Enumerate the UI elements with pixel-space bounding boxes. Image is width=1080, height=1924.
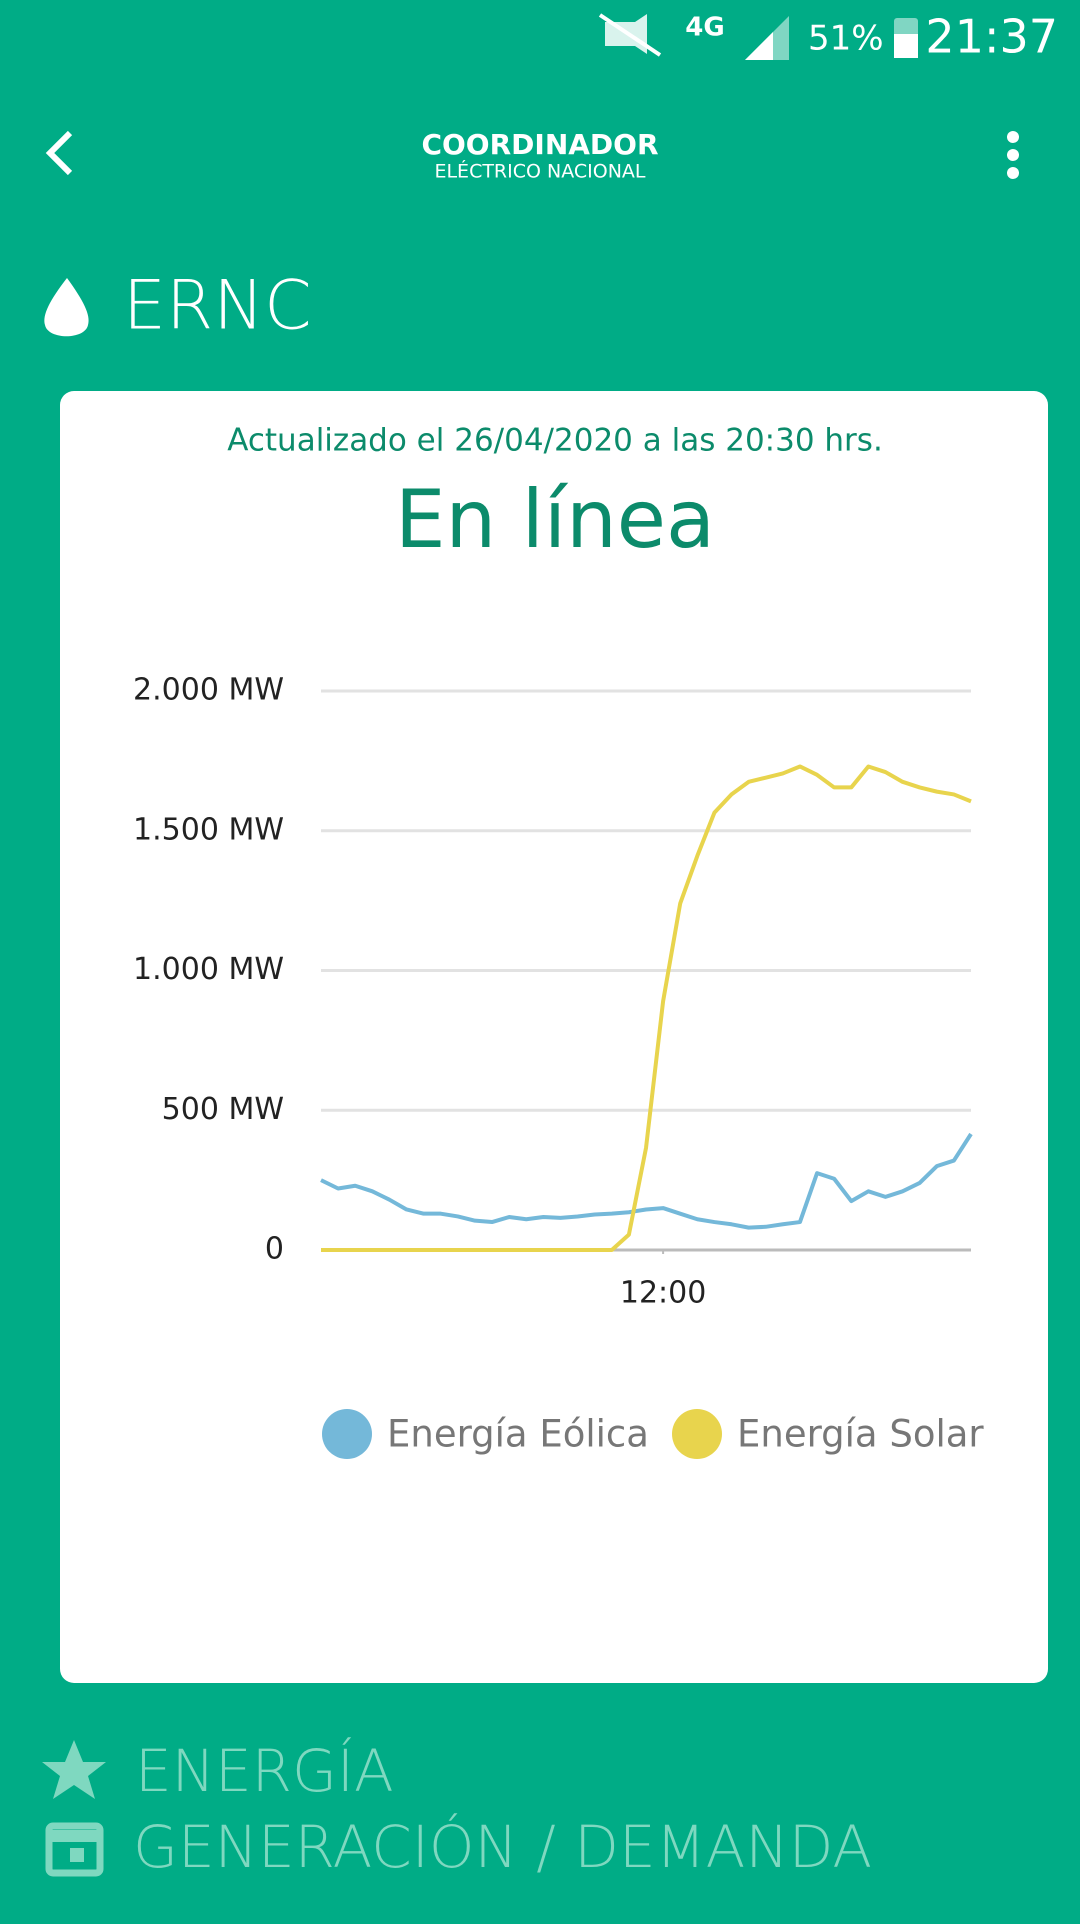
y-tick-label: 500 MW (162, 1092, 284, 1127)
card-title: En línea (395, 473, 715, 566)
legend-label: Energía Eólica (387, 1413, 649, 1456)
app-subtitle: ELÉCTRICO NACIONAL (434, 160, 645, 183)
section-title: ERNC (123, 267, 312, 346)
menu-item[interactable]: ENERGÍA (135, 1736, 394, 1805)
legend-label: Energía Solar (737, 1413, 984, 1456)
updated-text: Actualizado el 26/04/2020 a las 20:30 hr… (227, 423, 883, 459)
y-tick-label: 0 (265, 1232, 284, 1267)
y-tick-label: 1.000 MW (133, 952, 284, 987)
x-tick-label: 12:00 (620, 1276, 706, 1311)
star-icon (42, 1740, 106, 1799)
calendar-icon (45, 1822, 104, 1877)
data-line (320, 1132, 973, 1230)
app-title: COORDINADOR (421, 128, 658, 161)
status-icons (598, 13, 918, 60)
legend-swatch (322, 1409, 372, 1459)
y-tick-label: 1.500 MW (133, 812, 284, 847)
calendar-dot (70, 1848, 84, 1862)
card (60, 391, 1048, 1683)
battery: 51% (808, 19, 884, 59)
leaf-icon (44, 278, 89, 337)
menu-item[interactable]: GENERACIÓN / DEMANDA (133, 1812, 872, 1881)
data-line (321, 764, 972, 1252)
back-button[interactable] (45, 130, 73, 176)
y-tick-label: 2.000 MW (133, 673, 284, 708)
network: 4G (685, 13, 724, 43)
legend-swatch (672, 1409, 722, 1459)
menu-button[interactable] (1007, 131, 1019, 179)
clock: 21:37 (925, 10, 1058, 64)
